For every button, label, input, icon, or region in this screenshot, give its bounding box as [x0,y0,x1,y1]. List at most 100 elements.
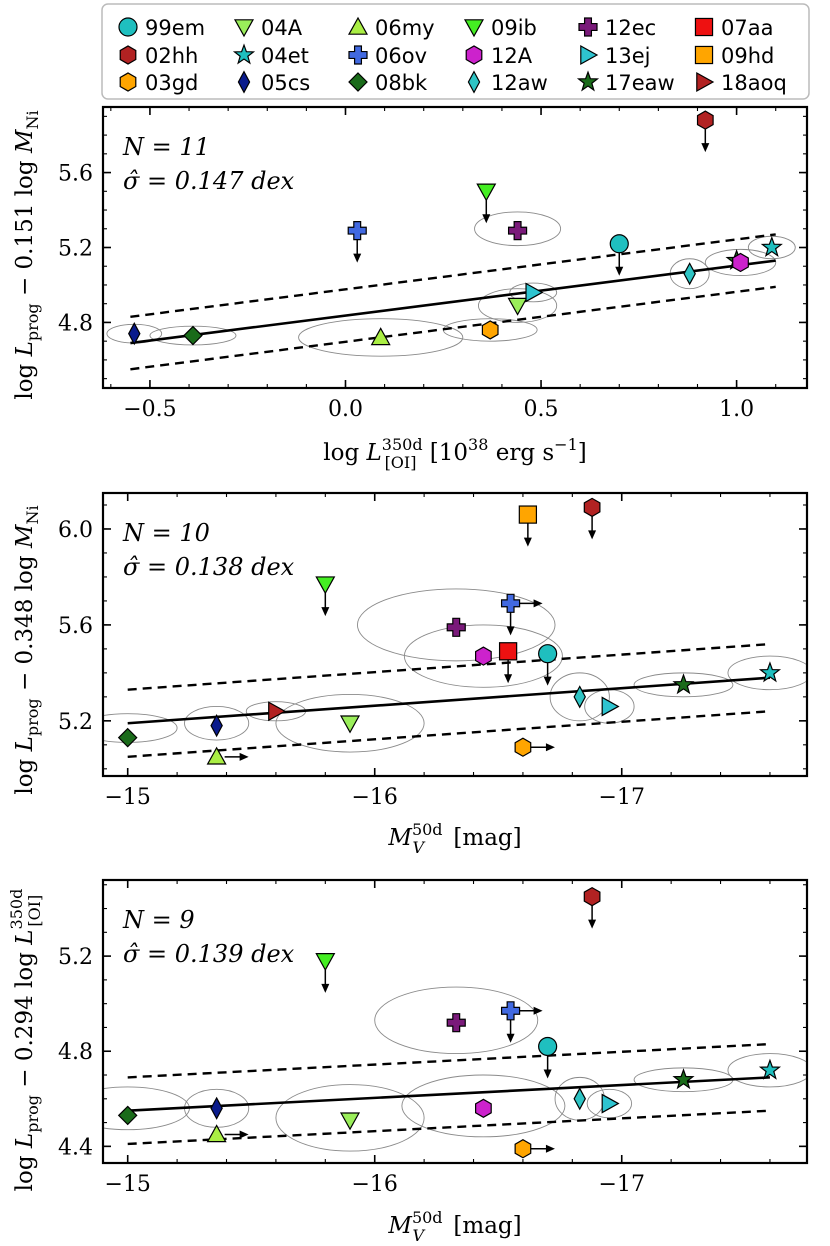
panel-bottom-point-13ej [601,1093,620,1114]
panel-top-point-05cs [128,322,141,346]
panel-middle-lower-limit-arrow-03gd-head [545,743,555,752]
panel-top-xtick-label-0: −0.5 [123,397,176,422]
panel-middle-xtick-label-2: −17 [599,785,645,810]
legend-marker-08bk [348,72,368,92]
panel-top-point-03gd [481,320,499,340]
panel-middle-error-ellipse-1 [184,705,250,741]
panel-top-point-12A [732,252,749,273]
panel-top-point-09ib [476,183,497,202]
panel-middle-labels: M50d V [mag] log Lprog − 0.348 log MNi [12,505,522,857]
panel-top-point-08bk [183,325,203,346]
panel-bottom-point-99em [538,1036,558,1057]
panel-bottom-lower-limit-arrow-03gd-head [545,1144,555,1153]
legend-marker-17eaw [576,70,600,92]
legend-marker-04et [232,43,256,65]
panel-middle-upper-limit-arrow-07aa-head [504,674,513,684]
panel-middle-upper-limit-arrow-06ov-head [506,626,515,636]
panel-bottom-point-09ib [315,953,336,972]
legend-marker-99em [118,17,138,37]
panel-middle-point-13ej [601,696,620,717]
panel-middle-point-02hh [583,497,601,518]
panel-bottom-point-03gd [514,1139,532,1159]
panel-top-point-06ov [347,221,367,241]
panel-middle-error-ellipse-8 [633,672,734,698]
panel-middle-xlabel: M50d V [mag] [387,820,521,857]
legend-label-08bk: 08bk [375,71,428,95]
panel-middle-point-06ov [500,593,521,613]
legend-marker-06ov [348,45,368,65]
legend-marker-09ib [463,19,485,38]
legend-marker-12A [465,45,483,65]
legend-label-12ec: 12ec [605,16,656,40]
panel-bottom-upper-limit-arrow-09ib-head [321,983,330,993]
panel-top-error-ellipse-4 [474,211,562,247]
panel-top-point-99em [609,234,629,254]
legend-marker-06my [347,16,369,35]
panel-top-band-upper [130,233,776,319]
panel-top-error-ellipse-8 [704,248,777,277]
panel-top-upper-limit-arrow-09ib-head [482,214,491,224]
panel-middle-point-06my [206,746,227,765]
panel-middle-xtick-label-1: −16 [352,785,398,810]
panel-middle-error-ellipse-6 [549,672,610,722]
panel-bottom-xlabel: M50d V [mag] [387,1208,521,1245]
panel-middle-ytick-label-2: 6.0 [58,518,93,543]
panel-bottom-xtick-label-2: −17 [599,1172,645,1197]
panel-top-xlabel: log L350d [OI] [1038 erg s−1] [323,435,587,472]
panel-bottom-ytick-label-0: 4.4 [58,1135,93,1160]
panel-bottom-n-annotation: N = 9 [122,906,195,934]
legend-marker-18aoq [696,71,715,93]
legend-label-18aoq: 18aoq [721,71,787,95]
panel-bottom-xtick-label-1: −16 [352,1172,398,1197]
panel-middle-point-12ec [446,617,466,637]
panel-top-point-04A [507,297,528,316]
panel-top-ytick-label-0: 4.8 [58,311,93,336]
panel-bottom-point-04A [339,1112,361,1131]
legend-label-06ov: 06ov [375,44,427,68]
panel-bottom-frame [101,878,809,1165]
panel-top-band-lower [130,285,776,371]
panel-bottom-point-17eaw [672,1068,695,1090]
panel-middle-fit-line [127,676,771,725]
panel-bottom: −15 −16 −17 4.4 4.8 5.2 N = 9 σ̂ = 0.139 dex [58,878,809,1197]
panel-middle-upper-limit-arrow-09hd-head [523,537,532,547]
legend-label-06my: 06my [375,16,435,40]
panel-top-point-12aw [683,262,696,286]
panel-middle-point-08bk [117,727,138,748]
panel-middle-ytick-label-1: 5.6 [58,614,93,639]
panel-top-point-06my [370,327,391,346]
panel-bottom-point-06ov [500,1001,521,1021]
panel-top-sigma-annotation: σ̂ = 0.147 dex [123,167,295,195]
panel-middle-point-05cs [210,714,223,738]
panel-top-xtick-label-3: 1.0 [719,397,754,422]
legend-label-99em: 99em [145,16,205,40]
panel-middle-upper-limit-arrow-02hh-head [588,530,597,540]
panel-bottom-error-ellipse-4 [401,1074,566,1138]
legend-label-05cs: 05cs [261,71,310,95]
panel-middle-ylabel: log Lprog − 0.348 log MNi [12,505,42,794]
panel-bottom-ytick-label-1: 4.8 [58,1040,93,1065]
legend-label-07aa: 07aa [721,16,773,40]
panel-middle-point-07aa [498,642,518,661]
panel-top-error-ellipse-2 [298,318,464,357]
legend-label-09ib: 09ib [491,16,537,40]
legend-label-12A: 12A [491,44,533,68]
panel-bottom-sigma-annotation: σ̂ = 0.139 dex [123,940,295,968]
legend-marker-04A [233,19,255,38]
panel-top-ytick-label-1: 5.2 [58,237,93,262]
panel-top-point-12ec [507,221,528,241]
panel-middle-upper-limit-arrow-09ib-head [321,607,330,617]
legend-marker-12aw [467,70,481,94]
panel-bottom-upper-limit-arrow-06ov-head [506,1033,515,1043]
panel-middle-lower-limit-arrow-06my-head [239,752,249,761]
panel-bottom-band-upper [127,1042,771,1079]
panel-middle-xtick-label-0: −15 [104,785,150,810]
panel-top-labels: log L350d [OI] [1038 erg s−1] log Lprog −… [12,110,587,472]
panel-bottom-lower-limit-arrow-06my-head [239,1130,249,1139]
panel-middle-point-09hd [518,505,538,524]
panel-bottom-point-06my [206,1124,227,1143]
legend-label-09hd: 09hd [721,44,774,68]
panel-top-plot-area [106,211,796,371]
panel-top-error-ellipse-5 [478,288,558,323]
panel-bottom-point-05cs [210,1096,223,1120]
